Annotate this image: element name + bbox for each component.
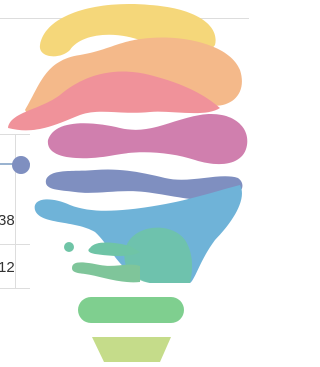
table-cell: 38 [0, 212, 15, 229]
lightbulb-illustration [8, 4, 247, 362]
screenshot: 38 12 [0, 0, 249, 367]
magenta-wave [48, 114, 247, 164]
bulb-base-bar [78, 297, 184, 323]
table-cell: 12 [0, 259, 15, 276]
bulb-base-trapezoid [92, 337, 171, 362]
dot [12, 156, 30, 174]
green-drop [72, 262, 140, 282]
dot [64, 242, 74, 252]
